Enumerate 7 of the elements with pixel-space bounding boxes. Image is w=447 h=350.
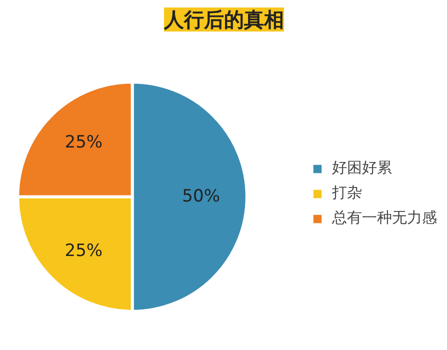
legend-label: 打杂 [332,184,362,202]
chart-title: 人行后的真相 [163,8,284,32]
data-label: 25% [64,241,103,262]
data-label: 50% [182,186,220,207]
data-label: 25% [64,132,103,152]
legend-label: 好困好累 [332,158,392,178]
legend-label: 总有一种无力感 [332,208,437,228]
